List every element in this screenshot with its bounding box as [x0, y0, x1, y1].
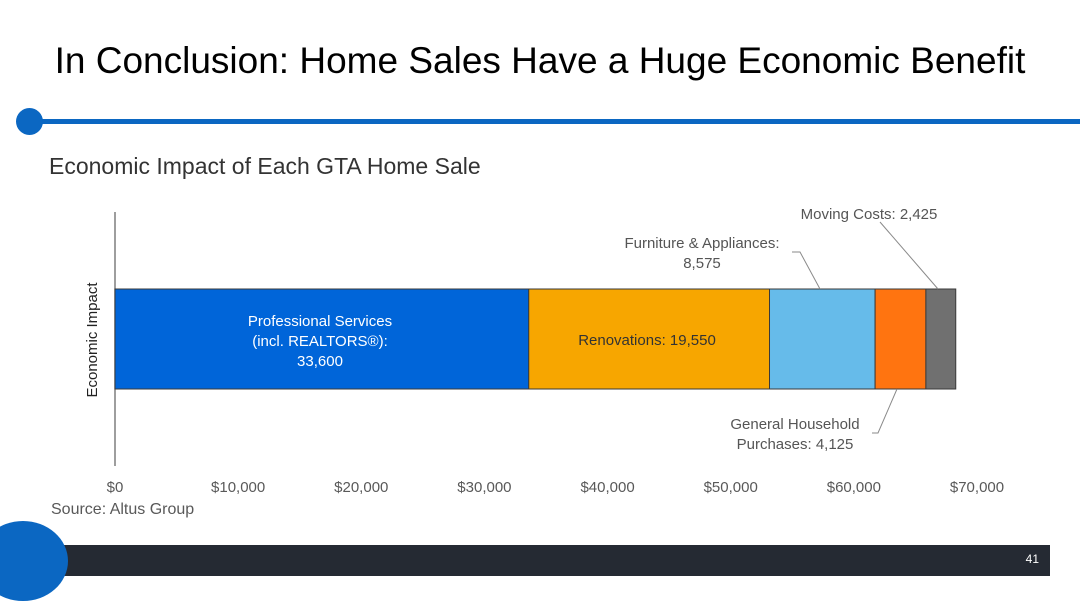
title-accent-line — [28, 119, 1080, 124]
bar-segment-1 — [528, 288, 771, 390]
x-tick-label: $40,000 — [580, 479, 634, 495]
y-axis-label: Economic Impact — [84, 282, 101, 398]
leader-line-3 — [872, 388, 898, 434]
x-tick-label: $20,000 — [334, 479, 388, 495]
bar-label-3: General Household Purchases: 4,125 — [730, 416, 859, 453]
bar-label-0: Professional Services (incl. REALTORS®): 3… — [248, 313, 392, 370]
slide-title: In Conclusion: Home Sales Have a Huge Ec… — [54, 40, 1026, 81]
x-tick-label: $50,000 — [704, 479, 758, 495]
stacked-bar-chart: Economic Impact Professional Services (in… — [84, 206, 1004, 495]
bar-segment-0 — [114, 288, 530, 390]
bar-label-4: Moving Costs: 2,425 — [801, 206, 938, 223]
page-number: 41 — [1025, 552, 1039, 566]
footer-bar — [40, 545, 1050, 576]
bar-label-1: Renovations: 19,550 — [578, 332, 716, 349]
source-note: Source: Altus Group — [51, 501, 195, 518]
bar-segment-2 — [769, 288, 876, 390]
chart-title: Economic Impact of Each GTA Home Sale — [49, 153, 481, 179]
leader-line-4 — [879, 221, 939, 290]
x-tick-label: $0 — [107, 479, 124, 495]
leader-line-2 — [792, 251, 821, 290]
x-tick-label: $70,000 — [950, 479, 1004, 495]
title-accent-dot — [16, 108, 43, 135]
bar-segment-4 — [925, 288, 957, 390]
footer-accent-circle — [0, 521, 68, 601]
bar-segment-3 — [874, 288, 927, 390]
x-tick-label: $60,000 — [827, 479, 881, 495]
bar-label-2: Furniture & Appliances: 8,575 — [624, 235, 779, 272]
x-tick-label: $10,000 — [211, 479, 265, 495]
x-tick-label: $30,000 — [457, 479, 511, 495]
